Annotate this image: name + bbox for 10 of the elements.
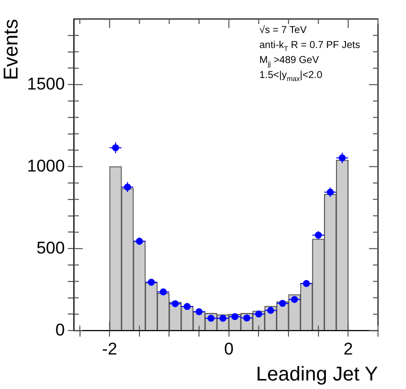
y-axis-title: Events — [0, 19, 23, 80]
y-tick-label: 1000 — [26, 156, 65, 176]
x-axis-title: Leading Jet Y — [256, 364, 378, 386]
annotation: √s = 7 TeV — [259, 25, 307, 36]
y-tick-label: 0 — [55, 320, 65, 340]
x-tick-label: -2 — [102, 339, 118, 358]
x-tick-label: 0 — [224, 339, 234, 358]
x-tick-label: 2 — [343, 339, 353, 358]
y-tick-label: 500 — [36, 238, 65, 258]
y-tick-label: 1500 — [26, 74, 65, 94]
